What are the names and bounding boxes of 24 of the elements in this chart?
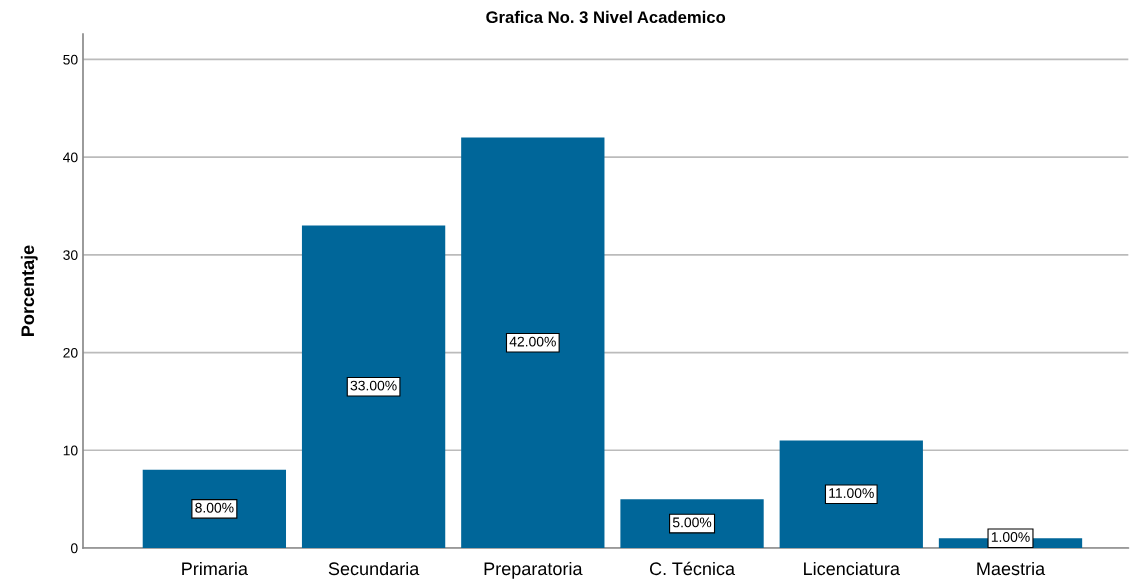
y-tick-label: 30 (63, 250, 78, 261)
y-tick-label: 0 (70, 543, 78, 554)
data-label: 33.00% (350, 380, 397, 391)
y-tick-label: 20 (63, 347, 78, 358)
bar (301, 225, 446, 548)
bar (461, 137, 605, 548)
x-tick-label: C. Técnica (649, 561, 736, 576)
data-label: 42.00% (509, 336, 556, 347)
bar (779, 440, 923, 548)
y-axis-title: Porcentaje (20, 245, 38, 336)
data-label: 1.00% (991, 532, 1030, 542)
y-tick-label: 10 (63, 445, 78, 456)
x-tick-label: Preparatoria (484, 561, 583, 579)
data-label: 8.00% (195, 502, 234, 513)
x-tick-label: Licenciatura (804, 561, 900, 576)
x-tick-label: Secundaria (328, 561, 420, 576)
bar (142, 469, 287, 548)
chart-title: Grafica No. 3 Nivel Academico (486, 10, 726, 24)
y-tick-label: 50 (63, 54, 78, 65)
data-label: 5.00% (672, 517, 712, 528)
y-tick-label: 40 (63, 152, 78, 163)
x-tick-label: Primaria (182, 561, 248, 576)
data-label: 11.00% (829, 488, 874, 498)
x-tick-label: Maestria (977, 561, 1046, 576)
